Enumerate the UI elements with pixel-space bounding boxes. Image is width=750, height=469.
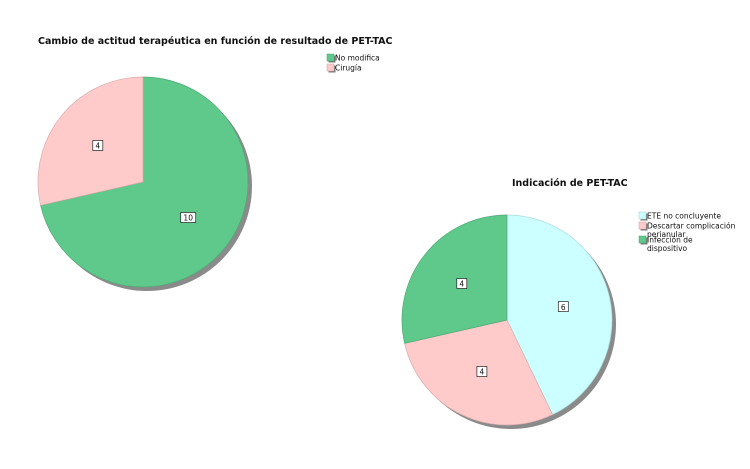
pie-chart-pet-indication: Indicación de PET-TAC 6 4 4 ETE no concluy… bbox=[401, 178, 736, 429]
data-label: 4 bbox=[480, 368, 485, 377]
data-label-box bbox=[180, 212, 197, 223]
legend-label: Infección de dispositivo bbox=[647, 236, 693, 254]
legend-swatch bbox=[638, 211, 647, 220]
data-label-box bbox=[456, 278, 468, 289]
data-label: 4 bbox=[459, 280, 464, 289]
pie-slice-no-modifica bbox=[40, 76, 249, 288]
data-label: 10 bbox=[183, 214, 193, 223]
data-label: 6 bbox=[561, 303, 566, 312]
legend-label: No modifica bbox=[335, 54, 380, 63]
pie-slice-ete-no-concluyente bbox=[506, 214, 613, 416]
legend-label: Descartar complicación perianular bbox=[647, 222, 736, 240]
legend-swatch bbox=[326, 53, 335, 62]
pie-slice-cirug-a bbox=[37, 76, 144, 206]
pie-chart-therapeutic-change: Cambio de actitud terapéutica en función… bbox=[37, 36, 393, 291]
chart-title: Cambio de actitud terapéutica en función… bbox=[38, 36, 393, 47]
legend-swatch bbox=[326, 63, 335, 72]
chart-title: Indicación de PET-TAC bbox=[512, 178, 628, 189]
data-label-box bbox=[92, 140, 104, 151]
data-label: 4 bbox=[95, 142, 100, 151]
legend-swatch bbox=[638, 221, 647, 230]
legend-label: Cirugía bbox=[335, 64, 362, 73]
data-label-box bbox=[476, 366, 488, 377]
pie-slice-infecci-n-de-dispositivo bbox=[401, 214, 508, 344]
legend-label: ETE no concluyente bbox=[647, 212, 721, 221]
legend-swatch bbox=[638, 235, 647, 244]
data-label-box bbox=[557, 301, 569, 312]
